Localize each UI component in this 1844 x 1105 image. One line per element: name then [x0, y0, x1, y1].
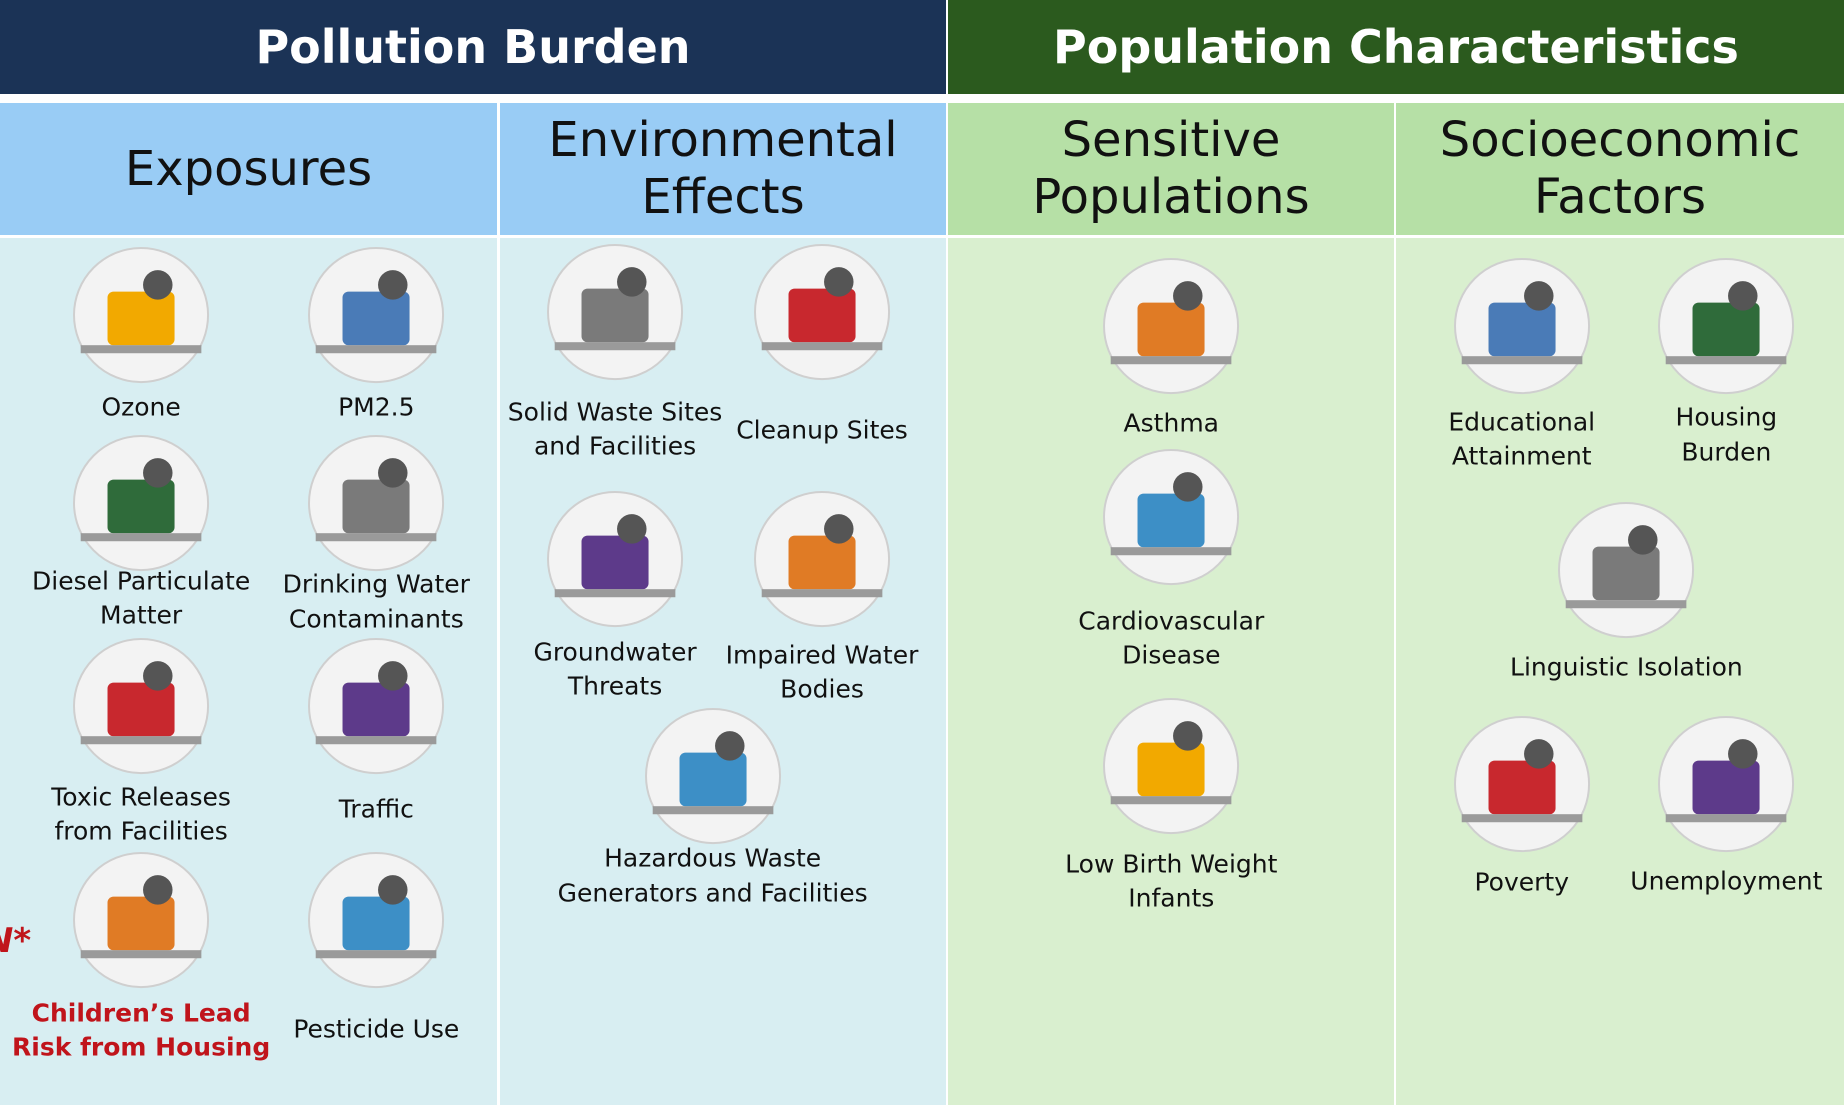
column-title: Environmental: [548, 112, 897, 169]
item-label: Low Birth Weight: [1065, 850, 1277, 879]
item-icon: [71, 433, 211, 573]
item-label: Unemployment: [1630, 866, 1822, 895]
item-icon: [1656, 256, 1796, 396]
item-icon: [752, 242, 892, 382]
item-label: Poverty: [1474, 868, 1569, 897]
item-label: Educational: [1448, 408, 1595, 437]
item-label: Diesel Particulate: [32, 566, 250, 595]
item-label: Linguistic Isolation: [1510, 652, 1743, 681]
item-icon: [545, 242, 685, 382]
column-title: Exposures: [125, 141, 372, 198]
new-marker: N*: [0, 921, 31, 961]
item-icon: [1101, 447, 1241, 587]
column-title: Effects: [641, 169, 804, 226]
item-label: Cardiovascular: [1078, 606, 1264, 635]
item-label: Solid Waste Sites: [508, 397, 723, 426]
item-icon: [71, 850, 211, 990]
item-icon: [306, 433, 446, 573]
column-title: Sensitive: [1062, 112, 1281, 169]
item-label: Cleanup Sites: [736, 416, 908, 445]
item-icon: [1452, 714, 1592, 854]
item-icon: [1656, 714, 1796, 854]
item-icon: [306, 636, 446, 776]
item-label: Matter: [100, 601, 182, 630]
item-label: Generators and Facilities: [558, 878, 868, 907]
population-characteristics-header: Population Characteristics: [948, 0, 1844, 94]
item-label: Housing: [1676, 403, 1778, 432]
item-icon: [1101, 256, 1241, 396]
column-title: Socioeconomic: [1440, 112, 1801, 169]
item-label: Toxic Releases: [51, 783, 231, 812]
item-label: Impaired Water: [726, 641, 919, 670]
item-label: PM2.5: [338, 392, 414, 421]
item-label: Pesticide Use: [293, 1015, 459, 1044]
pollution-burden-header: Pollution Burden: [0, 0, 946, 94]
item-label: Risk from Housing: [12, 1032, 270, 1061]
item-icon: [752, 489, 892, 629]
item-icon: [306, 245, 446, 385]
item-icon: [1556, 500, 1696, 640]
item-label: Contaminants: [289, 604, 464, 633]
item-icon: [71, 636, 211, 776]
item-label: Attainment: [1452, 442, 1592, 471]
column-title: Populations: [1032, 169, 1309, 226]
item-label: from Facilities: [54, 817, 227, 846]
item-label: Traffic: [339, 795, 414, 824]
item-label: and Facilities: [534, 431, 696, 460]
column-title: Factors: [1534, 169, 1706, 226]
item-icon: [306, 850, 446, 990]
item-icon: [545, 489, 685, 629]
item-label: Disease: [1122, 641, 1220, 670]
infographic: Pollution Burden Population Characterist…: [0, 0, 1844, 1105]
item-label: Children’s Lead: [32, 998, 251, 1027]
item-label: Bodies: [780, 675, 864, 704]
item-label: Infants: [1128, 884, 1214, 913]
item-label: Asthma: [1124, 409, 1219, 438]
item-icon: [1452, 256, 1592, 396]
item-icon: [643, 706, 783, 846]
item-icon: [1101, 696, 1241, 836]
item-label: Hazardous Waste: [604, 844, 821, 873]
item-label: Burden: [1681, 437, 1771, 466]
item-label: Threats: [568, 671, 662, 700]
column-header: Exposures: [0, 103, 497, 235]
item-icon: [71, 245, 211, 385]
item-label: Groundwater: [533, 637, 696, 666]
item-label: Ozone: [101, 392, 180, 421]
item-label: Drinking Water: [283, 570, 470, 599]
